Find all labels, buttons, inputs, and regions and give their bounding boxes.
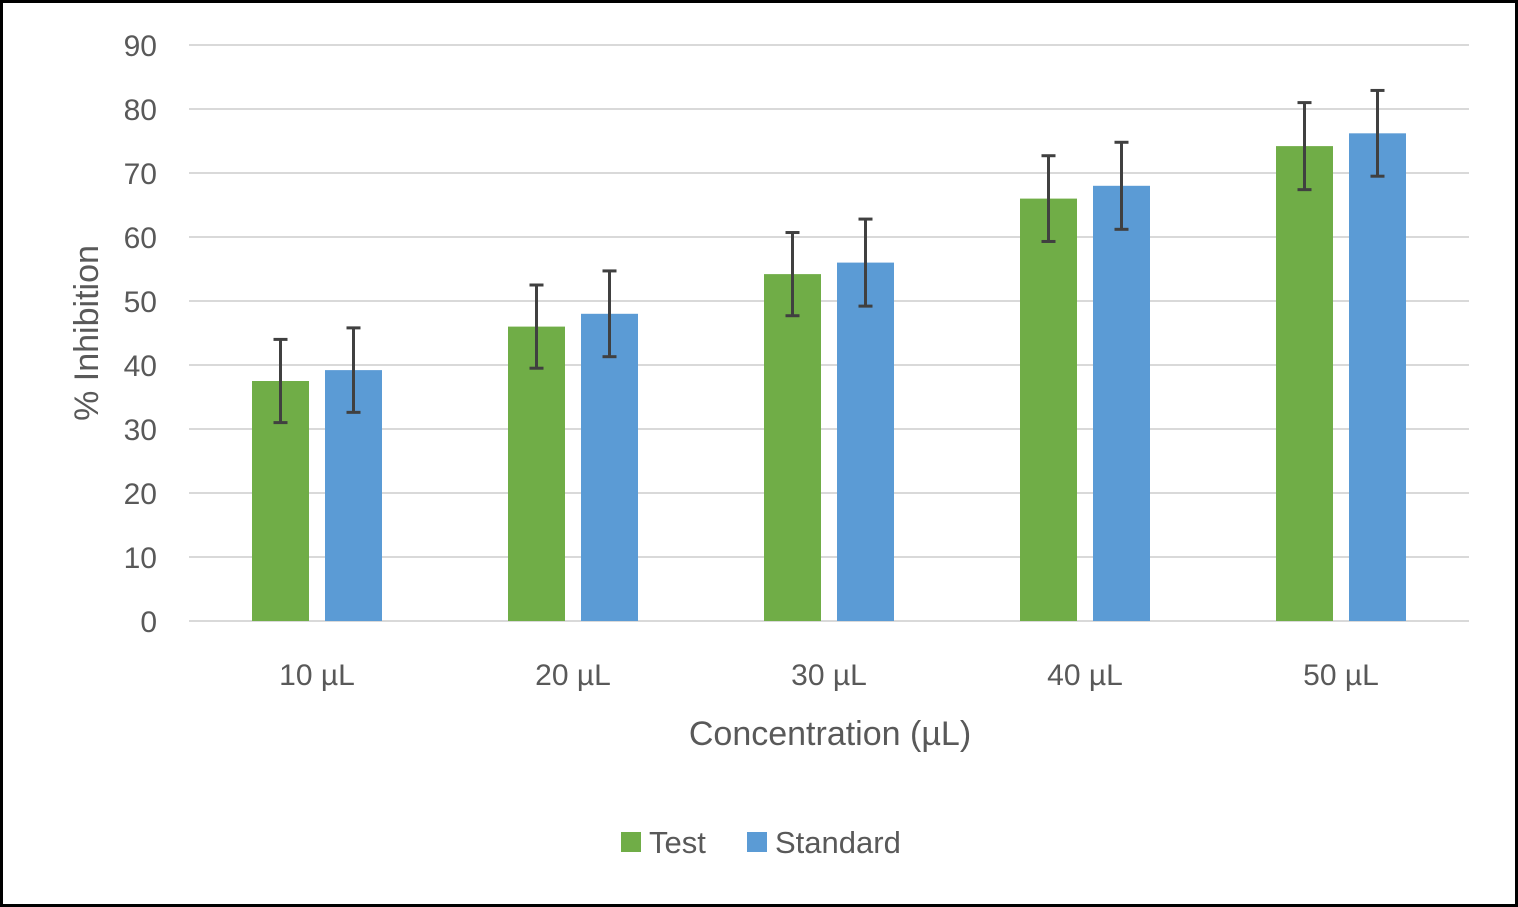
gridlines [189,44,1469,622]
x-tick-label: 30 µL [791,659,867,692]
error-bars [273,88,1385,425]
y-tick-label: 20 [124,478,157,511]
bar-test-2 [508,326,565,621]
legend-swatch-standard [747,832,767,852]
error-bar-standard-4 [1114,140,1129,231]
bar-chart: 0 10 20 30 40 50 60 70 80 90 10 µL 20 µL 30 µL 40 µL… [68,30,1469,860]
y-axis-title: % Inhibition [68,245,106,421]
bars [252,133,1406,622]
y-tick-label: 70 [124,158,157,191]
bar-test-4 [1020,198,1077,621]
error-bar-standard-2 [602,269,617,359]
error-bar-test-5 [1297,101,1312,192]
y-tick-labels: 0 10 20 30 40 50 60 70 80 90 [124,30,157,639]
x-axis-title: Concentration (µL) [689,715,971,753]
error-bar-standard-5 [1370,88,1385,178]
legend: Test Standard [621,825,901,860]
y-tick-label: 50 [124,286,157,319]
y-tick-label: 40 [124,350,157,383]
error-bar-test-4 [1041,154,1056,243]
error-bar-standard-1 [346,326,361,414]
legend-label-standard: Standard [775,825,901,860]
x-tick-label: 20 µL [535,659,611,692]
bar-test-5 [1276,146,1333,621]
bar-test-3 [764,274,821,621]
bar-standard-5 [1349,133,1406,621]
x-tick-label: 10 µL [279,659,355,692]
legend-swatch-test [621,832,641,852]
y-tick-label: 0 [140,606,157,639]
y-tick-label: 80 [124,94,157,127]
y-tick-label: 10 [124,542,157,575]
x-tick-label: 50 µL [1303,659,1379,692]
error-bar-test-2 [529,283,544,370]
bar-standard-3 [837,262,894,621]
bar-standard-4 [1093,185,1150,622]
y-tick-label: 60 [124,222,157,255]
legend-label-test: Test [649,825,706,860]
error-bar-test-3 [785,231,800,318]
x-tick-label: 40 µL [1047,659,1123,692]
y-tick-label: 30 [124,414,157,447]
bar-standard-2 [581,313,638,621]
error-bar-standard-3 [858,217,873,308]
error-bar-test-1 [273,337,288,425]
y-tick-label: 90 [124,30,157,63]
x-tick-labels: 10 µL 20 µL 30 µL 40 µL 50 µL [279,659,1379,692]
